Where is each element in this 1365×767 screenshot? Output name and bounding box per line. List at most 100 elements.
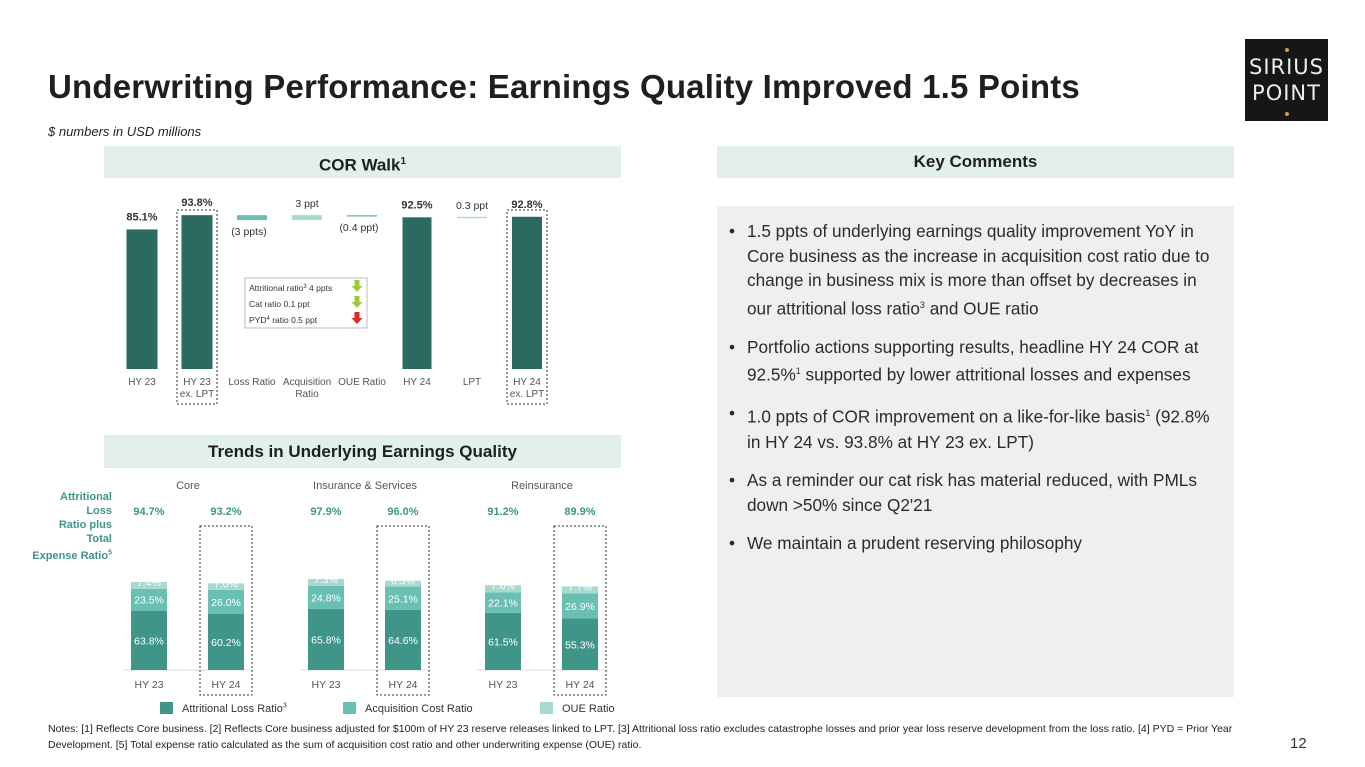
segment-label-attritional-reinsurance-hy-24: 55.3% [565,639,595,651]
breakdown-row-2: Cat ratio 0.1 ppt [249,299,310,309]
segment-label-attritional-insurance-services-hy-24: 64.6% [388,635,418,647]
tick-label-insurance-services-hy-23: HY 23 [312,679,341,691]
page-subtitle: $ numbers in USD millions [48,124,202,139]
segment-label-oue-core-hy-23: 7.4% [137,577,161,589]
legend-item-oue-ratio: OUE Ratio [540,702,615,715]
loss-ratio-breakdown-box [244,277,368,329]
walk-tick-label-loss-ratio: Loss Ratio [228,377,276,388]
segment-label-acquisition-core-hy-24: 26.0% [211,597,241,609]
comment-text: Portfolio actions supporting results, he… [747,336,1199,385]
highlight-box-insurance-services-hy-24 [376,525,430,696]
walk-bar-acquisition-ratio [292,215,322,221]
walk-bar-hy-24-ex-lpt [512,216,542,369]
stack-segment-acquisition-core-hy-23 [131,588,167,611]
legend-label: Acquisition Cost Ratio [365,703,473,715]
walk-bar-hy-23-ex-lpt [181,215,213,369]
comment-item-1: 1.5 ppts of underlying earnings quality … [729,219,1224,321]
comment-item-2: Portfolio actions supporting results, he… [729,335,1224,388]
legend-label: Attritional Loss Ratio [182,703,283,715]
key-comments-box: 1.5 ppts of underlying earnings quality … [717,206,1234,697]
segment-label-acquisition-reinsurance-hy-23: 22.1% [488,598,518,610]
legend-item-acquisition-cost-ratio: Acquisition Cost Ratio [343,702,473,715]
stack-segment-acquisition-core-hy-24 [208,589,244,615]
segment-label-oue-reinsurance-hy-23: 7.6% [491,580,515,592]
trends-stacked-chart: Core 63.8% 23.5% 7.4% 94.7% HY 23 60.2% 26.0% 7.… [123,480,608,696]
trends-y-axis-label: Attritional Loss Ratio plus Total Expense … [32,490,112,563]
stack-segment-oue-reinsurance-hy-23 [485,585,521,593]
stack-segment-attritional-reinsurance-hy-23 [485,612,521,670]
key-comments-list: 1.5 ppts of underlying earnings quality … [729,219,1224,570]
segment-label-attritional-core-hy-24: 60.2% [211,637,241,649]
stack-segment-attritional-insurance-services-hy-24 [385,609,421,670]
walk-value-label-hy-24-ex-lpt: 92.8% [511,199,542,211]
segment-label-attritional-core-hy-23: 63.8% [134,635,164,647]
legend-swatch [540,702,553,714]
total-label-reinsurance-hy-24: 89.9% [564,506,595,518]
walk-value-label-lpt: 0.3 ppt [456,200,488,212]
comment-text: supported by lower attritional losses an… [800,364,1191,385]
stack-segment-acquisition-insurance-services-hy-23 [308,585,344,609]
segment-label-acquisition-reinsurance-hy-24: 26.9% [565,601,595,613]
walk-tick-label-lpt: LPT [463,377,481,388]
segment-label-acquisition-core-hy-23: 23.5% [134,595,164,607]
highlight-box-hy-24-ex-lpt [506,209,548,405]
comment-text: and OUE ratio [924,298,1039,319]
stack-segment-oue-insurance-services-hy-23 [308,578,344,586]
walk-value-label-oue-ratio: (0.4 ppt) [339,222,378,234]
arrow-down-icon [351,296,363,308]
logo-line-1: SIRIUS [1248,55,1324,79]
walk-value-label-acquisition-ratio: 3 ppt [295,198,318,210]
y-axis-label-line: Attritional Loss [60,491,112,517]
comment-text: 1.0 ppts of COR improvement on a like-fo… [747,407,1146,428]
logo-line-2: POINT [1252,81,1321,105]
arrow-down-icon [351,280,363,292]
stack-segment-oue-core-hy-23 [131,581,167,589]
trends-header: Trends in Underlying Earnings Quality [104,435,621,468]
cor-walk-footnote: 1 [400,156,407,167]
walk-bar-lpt [457,216,487,219]
walk-tick-label-hy-24: HY 24 [403,377,431,388]
walk-tick-label-hy-24-ex-lpt: ex. LPT [510,389,544,400]
total-label-reinsurance-hy-23: 91.2% [487,506,518,518]
walk-value-label-hy-24: 92.5% [401,199,432,211]
stack-segment-attritional-reinsurance-hy-24 [562,618,598,670]
comment-text: (92.8% in HY 24 vs. 93.8% at HY 23 ex. L… [747,407,1210,452]
cor-walk-header: COR Walk1 [104,146,621,178]
segment-label-oue-reinsurance-hy-24: 7.7% [568,581,592,593]
highlight-box-core-hy-24 [199,525,253,696]
y-axis-label-footnote: 5 [108,549,112,556]
comment-text: We maintain a prudent reserving philosop… [747,533,1083,554]
legend-item-attritional-loss-ratio: Attritional Loss Ratio3 [160,702,287,715]
segment-label-attritional-insurance-services-hy-23: 65.8% [311,634,341,646]
group-title-core: Core [176,480,200,492]
segment-label-acquisition-insurance-services-hy-23: 24.8% [311,592,341,604]
walk-value-label-loss-ratio: (3 ppts) [231,226,267,238]
comment-footnote: 3 [919,299,925,310]
group-title-reinsurance: Reinsurance [511,480,573,492]
legend-swatch [160,702,173,714]
page-number: 12 [1290,735,1307,752]
walk-bar-loss-ratio [237,215,267,221]
cor-walk-title: COR Walk [318,155,401,175]
segment-label-oue-insurance-services-hy-23: 7.3% [314,574,338,586]
comment-footnote: 1 [795,366,801,377]
total-label-core-hy-23: 94.7% [133,506,164,518]
page-title: Underwriting Performance: Earnings Quali… [48,68,1080,105]
tick-label-insurance-services-hy-24: HY 24 [389,679,418,691]
breakdown-row-text-suffix: 4 ppts [307,283,333,293]
walk-tick-label-hy-23: HY 23 [128,377,156,388]
stack-segment-acquisition-reinsurance-hy-24 [562,593,598,619]
stack-segment-oue-reinsurance-hy-24 [562,586,598,594]
breakdown-row-footnote: 4 [266,316,270,322]
breakdown-row-text-suffix: ratio 0.5 ppt [270,315,318,325]
legend-swatch [343,702,356,714]
y-axis-label-line: Ratio plus Total [58,519,112,545]
breakdown-row-1: Attritional ratio3 4 ppts [249,283,332,293]
walk-tick-label-hy-23-ex-lpt: HY 23 [183,377,211,388]
walk-bar-hy-24 [402,217,432,369]
footnotes: Notes: [1] Reflects Core business. [2] R… [48,723,1233,751]
comment-item-5: We maintain a prudent reserving philosop… [729,531,1224,556]
tick-label-reinsurance-hy-24: HY 24 [566,679,595,691]
walk-tick-label-oue-ratio: OUE Ratio [338,377,386,388]
stack-segment-attritional-core-hy-24 [208,614,244,670]
